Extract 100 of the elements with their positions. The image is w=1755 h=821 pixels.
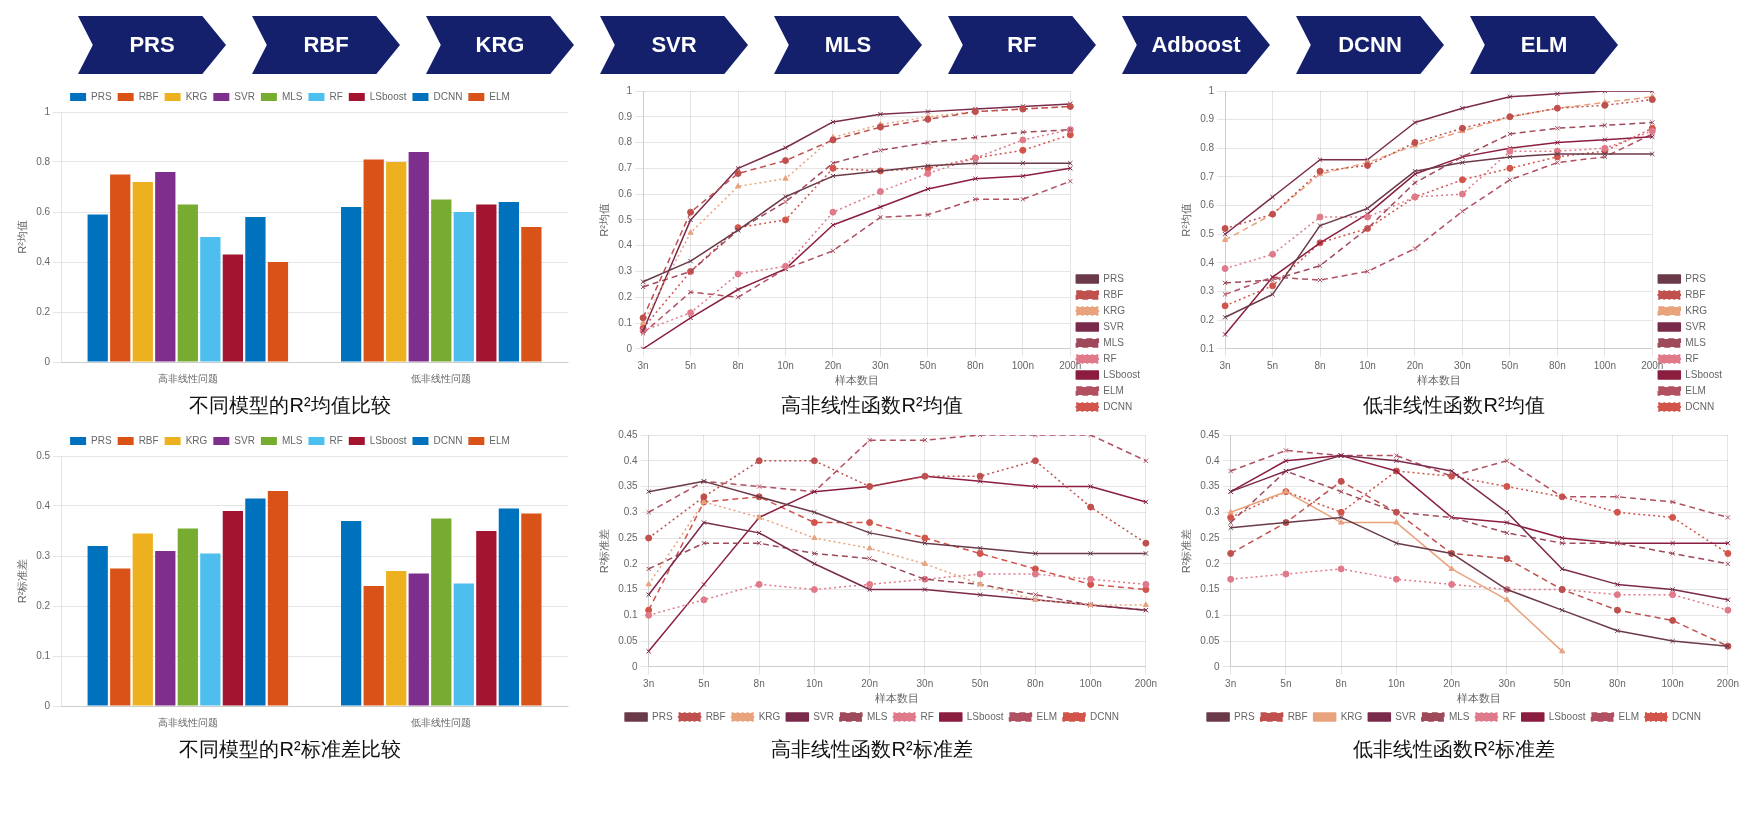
x-tick-label: 8n <box>1314 359 1326 371</box>
y-axis-title: R²均值 <box>597 203 610 237</box>
legend-label: KRG <box>1103 304 1126 316</box>
y-tick-label: 1 <box>626 84 633 96</box>
y-tick-label: 0.4 <box>1205 454 1221 466</box>
y-tick-label: 0.6 <box>1200 199 1215 211</box>
x-tick-label: 高非线性问题 <box>157 716 218 728</box>
x-tick-label: 50n <box>1553 677 1571 689</box>
x-tick-label: 50n <box>919 359 937 371</box>
chevron-shape: PRS <box>78 16 226 74</box>
legend-label: LSboost <box>1548 710 1586 722</box>
x-axis-title: 样本数目 <box>834 374 879 387</box>
x-tick-label: 30n <box>1498 677 1516 689</box>
x-tick-label: 低非线性问题 <box>411 372 472 384</box>
y-axis-title: R²标准差 <box>1179 528 1192 574</box>
legend-label: RF <box>1502 710 1516 722</box>
x-tick-label: 低非线性问题 <box>411 716 472 728</box>
y-tick-label: 0.5 <box>36 449 51 461</box>
x-tick-label: 200n <box>1059 359 1082 371</box>
legend-label: RF <box>1685 352 1699 364</box>
y-tick-label: 0.7 <box>618 162 633 174</box>
x-tick-label: 50n <box>971 677 989 689</box>
y-tick-label: 0.2 <box>36 305 51 317</box>
legend-label: MLS <box>1103 336 1125 348</box>
y-tick-label: 0.1 <box>1200 342 1215 354</box>
y-tick-label: 0.45 <box>618 428 639 440</box>
legend-label: DCNN <box>1103 400 1133 412</box>
y-tick-label: 0 <box>44 699 51 711</box>
x-axis-title: 样本数目 <box>875 692 920 705</box>
x-tick-label: 20n <box>1406 359 1424 371</box>
legend-label: KRG <box>185 434 208 446</box>
x-tick-label: 50n <box>1501 359 1519 371</box>
y-tick-label: 0.9 <box>1200 113 1215 125</box>
legend-label: MLS <box>1685 336 1707 348</box>
x-tick-label: 10n <box>777 359 794 371</box>
y-tick-label: 0.6 <box>36 205 51 217</box>
y-tick-label: 0.5 <box>1200 227 1215 239</box>
y-tick-label: 0.05 <box>1200 634 1221 646</box>
x-tick-label: 3n <box>637 359 649 371</box>
x-tick-label: 3n <box>1219 359 1231 371</box>
x-tick-label: 80n <box>967 359 984 371</box>
legend-label: PRS <box>91 434 112 446</box>
x-tick-label: 100n <box>1593 359 1616 371</box>
y-axis-title: R²均值 <box>1179 203 1192 237</box>
y-tick-label: 0 <box>626 342 633 354</box>
x-tick-label: 200n <box>1641 359 1664 371</box>
legend-label: KRG <box>185 90 208 102</box>
x-tick-label: 8n <box>753 677 765 689</box>
y-tick-label: 0.1 <box>1205 609 1221 621</box>
legend-label: MLS <box>1448 710 1470 722</box>
y-tick-label: 0.3 <box>623 506 639 518</box>
legend-label: PRS <box>1103 272 1125 284</box>
x-tick-label: 5n <box>1280 677 1292 689</box>
y-tick-label: 1 <box>44 105 51 117</box>
x-tick-label: 8n <box>732 359 744 371</box>
x-tick-label: 100n <box>1661 677 1684 689</box>
x-axis-title: 样本数目 <box>1416 374 1461 387</box>
y-tick-label: 0.2 <box>618 290 633 302</box>
y-tick-label: 0.4 <box>623 454 639 466</box>
legend-label: DCNN <box>433 434 463 446</box>
y-tick-label: 0.1 <box>36 649 51 661</box>
y-tick-label: 0.3 <box>1205 506 1221 518</box>
y-tick-label: 0.25 <box>1200 531 1221 543</box>
text: 高非线性函数R²均值 <box>781 393 963 416</box>
x-tick-label: 30n <box>916 677 934 689</box>
legend-label: PRS <box>652 710 673 722</box>
y-tick-label: 0 <box>632 660 639 672</box>
legend-label: ELM <box>489 434 510 446</box>
legend-label: DCNN <box>1090 710 1119 722</box>
y-tick-label: 0.05 <box>618 634 639 646</box>
x-tick-label: 20n <box>824 359 842 371</box>
y-tick-label: 0.8 <box>1200 142 1215 154</box>
x-tick-label: 5n <box>685 359 697 371</box>
x-tick-label: 80n <box>1027 677 1044 689</box>
legend-label: RBF <box>1103 288 1124 300</box>
y-tick-label: 0.2 <box>36 599 51 611</box>
legend-label: ELM <box>489 90 510 102</box>
legend-label: KRG <box>1340 710 1363 722</box>
x-tick-label: 20n <box>861 677 878 689</box>
x-tick-label: 200n <box>1134 677 1157 689</box>
y-tick-label: 0.9 <box>618 110 633 122</box>
legend-label: LSboost <box>966 710 1004 722</box>
legend-label: ELM <box>1036 710 1058 722</box>
y-tick-label: 0.35 <box>618 480 639 492</box>
chevron-shape: KRG <box>426 16 574 74</box>
legend-label: MLS <box>281 90 303 102</box>
legend-label: RBF <box>138 434 159 446</box>
x-axis-title: 样本数目 <box>1457 692 1502 705</box>
y-tick-label: 0.2 <box>1205 557 1221 569</box>
chevron-shape: MLS <box>774 16 922 74</box>
legend-label: RF <box>1103 352 1117 364</box>
y-tick-label: 0.15 <box>1200 583 1221 595</box>
legend-label: SVR <box>1103 320 1124 332</box>
legend-label: DCNN <box>1685 400 1715 412</box>
y-tick-label: 0 <box>1214 660 1221 672</box>
chevron-shape: ELM <box>1470 16 1618 74</box>
x-tick-label: 3n <box>643 677 655 689</box>
x-tick-label: 80n <box>1609 677 1626 689</box>
legend-label: MLS <box>866 710 888 722</box>
y-tick-label: 0.4 <box>618 239 633 251</box>
